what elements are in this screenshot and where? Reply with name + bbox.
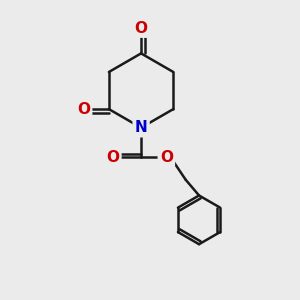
Text: O: O [160,150,173,165]
Text: N: N [135,120,148,135]
Text: O: O [106,150,119,165]
Text: O: O [77,102,90,117]
Text: O: O [135,21,148,36]
